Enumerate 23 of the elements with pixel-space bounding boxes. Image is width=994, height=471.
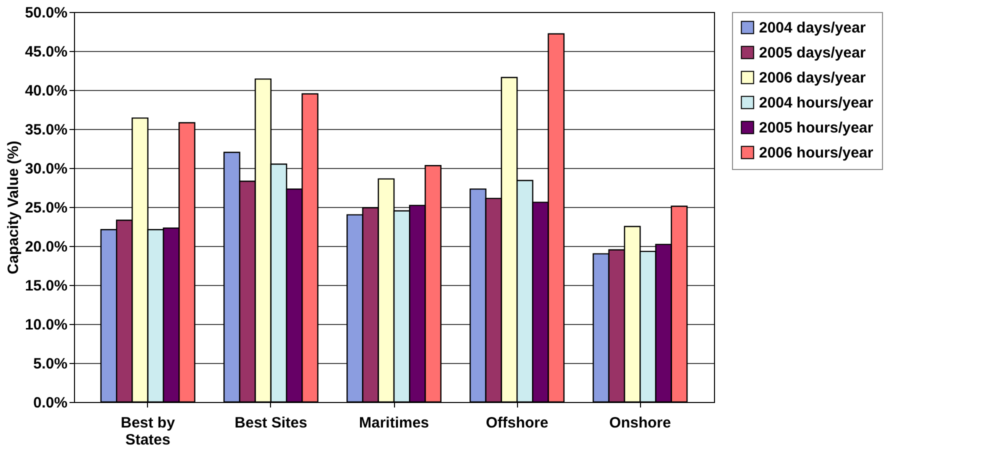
y-tick-label: 45.0%: [24, 44, 68, 60]
x-tick-label: Onshore: [609, 414, 671, 432]
legend-label: 2004 hours/year: [759, 94, 874, 112]
y-tick-label: 10.0%: [24, 316, 68, 334]
legend-label: 2004 days/year: [759, 20, 866, 36]
y-axis-title: Capacity Value (%): [4, 140, 22, 274]
legend-label: 2005 days/year: [759, 44, 866, 62]
y-tick-label: 50.0%: [24, 4, 68, 22]
x-tick-label: Offshore: [486, 414, 548, 432]
y-tick-label: 5.0%: [33, 356, 68, 372]
y-tick-label: 30.0%: [24, 160, 68, 178]
x-tick-label: Best by States: [120, 414, 176, 448]
legend-label: 2006 hours/year: [759, 144, 874, 162]
y-tick-label: 25.0%: [24, 200, 68, 216]
y-tick-label: 40.0%: [24, 82, 68, 100]
legend-label: 2005 hours/year: [759, 120, 874, 136]
y-tick-label: 0.0%: [33, 394, 68, 412]
y-tick-label: 20.0%: [24, 238, 68, 256]
x-tick-label: Best Sites: [234, 414, 308, 432]
x-tick-label: Maritimes: [358, 414, 430, 432]
legend-label: 2006 days/year: [759, 70, 866, 86]
y-tick-label: 35.0%: [24, 122, 68, 138]
y-tick-label: 15.0%: [24, 278, 68, 294]
